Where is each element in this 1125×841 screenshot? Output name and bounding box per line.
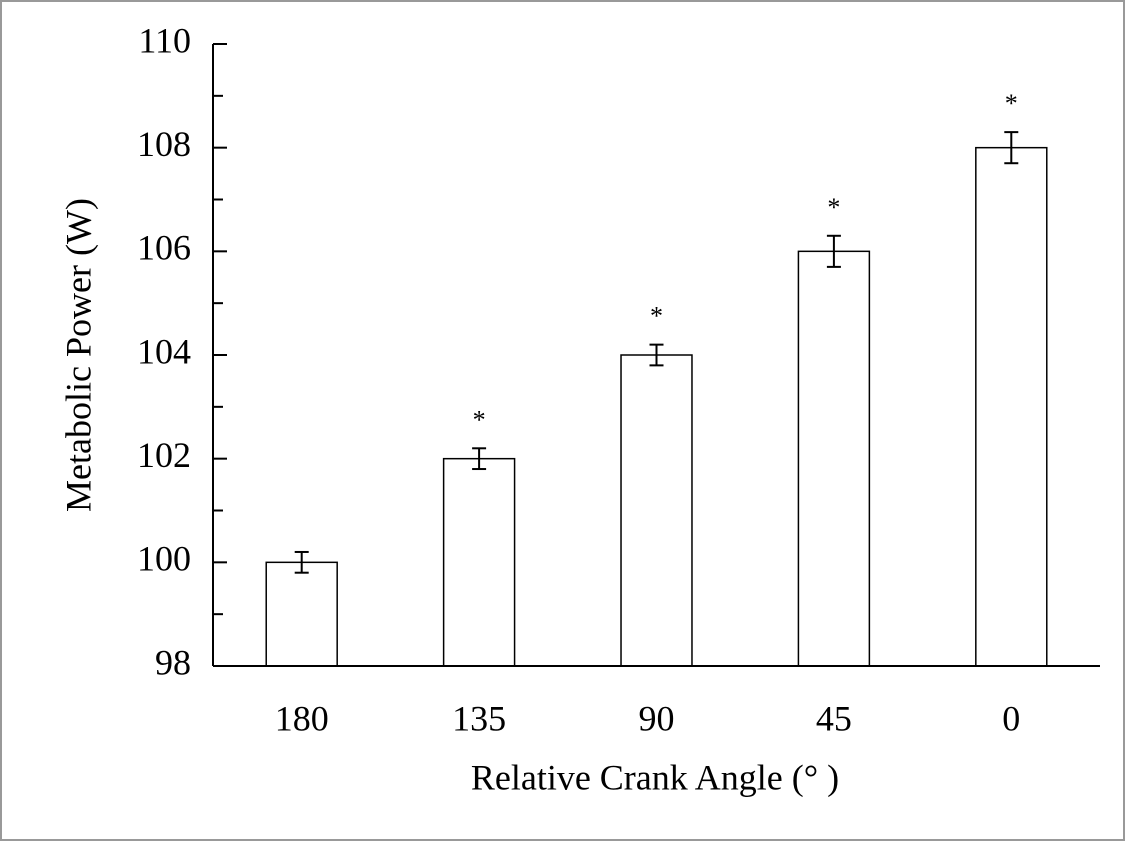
y-tick-label: 104 [137,331,191,371]
y-tick-label: 100 [137,539,191,579]
significance-marker: * [827,193,840,222]
x-tick-label: 135 [452,698,506,738]
y-tick-label: 110 [138,20,191,60]
bar [442,457,516,667]
x-tick-label: 45 [816,698,852,738]
y-tick-label: 98 [155,642,191,682]
y-axis-title: Metabolic Power (W) [58,198,98,512]
significance-marker: * [1005,89,1018,118]
bar [975,146,1048,667]
bar [797,250,871,667]
x-axis-title: Relative Crank Angle (° ) [471,757,839,797]
x-tick-label: 90 [639,698,675,738]
significance-marker: * [473,405,486,434]
x-tick-label: 180 [275,698,329,738]
y-tick-label: 108 [137,124,191,164]
y-tick-label: 106 [137,228,191,268]
x-tick-label: 0 [1002,698,1020,738]
bar [265,561,338,667]
bar [620,354,693,667]
y-tick-label: 102 [137,435,191,475]
significance-marker: * [650,302,663,331]
